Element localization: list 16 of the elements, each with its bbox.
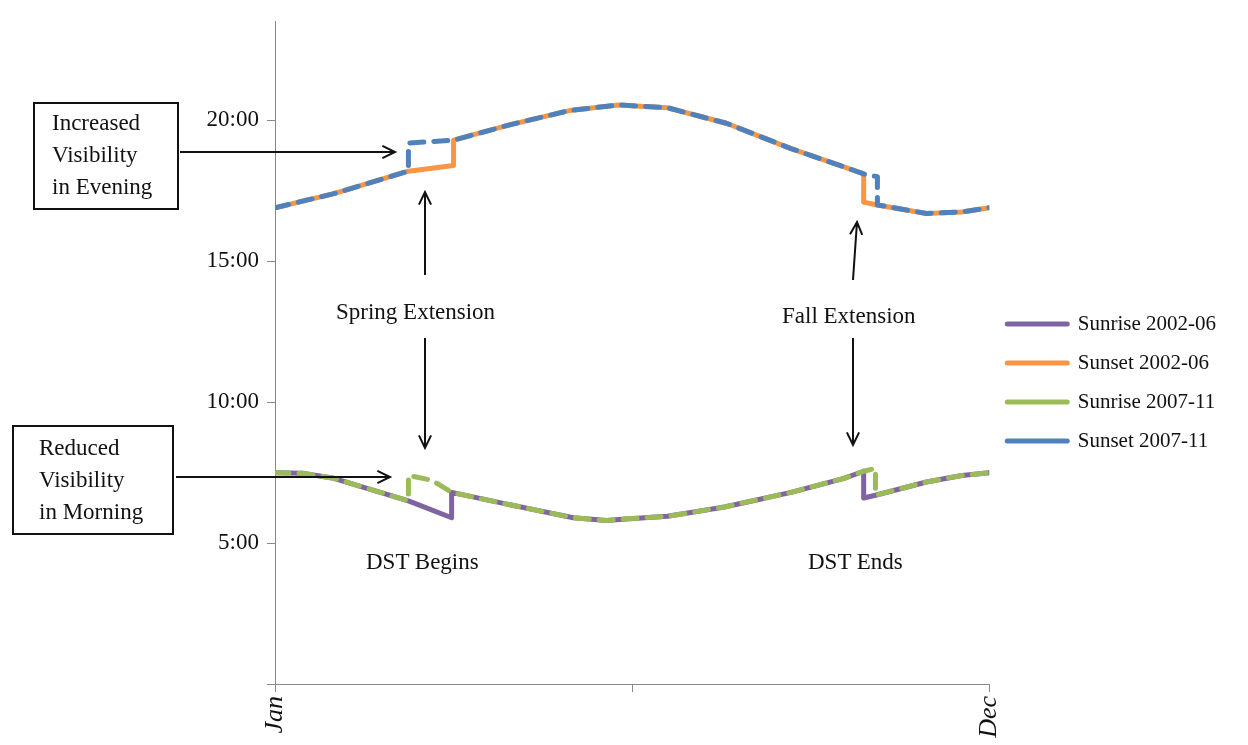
x-tick-label: Jan — [258, 696, 288, 734]
annotation: DST Begins — [366, 548, 479, 576]
y-tick-label: 5:00 — [218, 529, 259, 555]
legend-label: Sunset 2002-06 — [1077, 349, 1210, 374]
text: Reduced Visibility in Morning — [12, 425, 174, 535]
legend-label: Sunrise 2002-06 — [1077, 310, 1217, 335]
legend-label: Sunrise 2007-11 — [1077, 388, 1216, 413]
y-tick-label: 10:00 — [206, 388, 259, 414]
legend-label: Sunset 2007-11 — [1077, 427, 1209, 452]
annotation: Spring Extension — [336, 298, 496, 326]
x-tick-label: Dec — [973, 695, 1003, 739]
text: Increased Visibility in Evening — [33, 102, 179, 210]
y-tick-label: 20:00 — [206, 106, 259, 132]
y-tick-label: 15:00 — [206, 247, 259, 273]
annotation: Fall Extension — [782, 302, 916, 330]
annotation: DST Ends — [808, 548, 903, 576]
